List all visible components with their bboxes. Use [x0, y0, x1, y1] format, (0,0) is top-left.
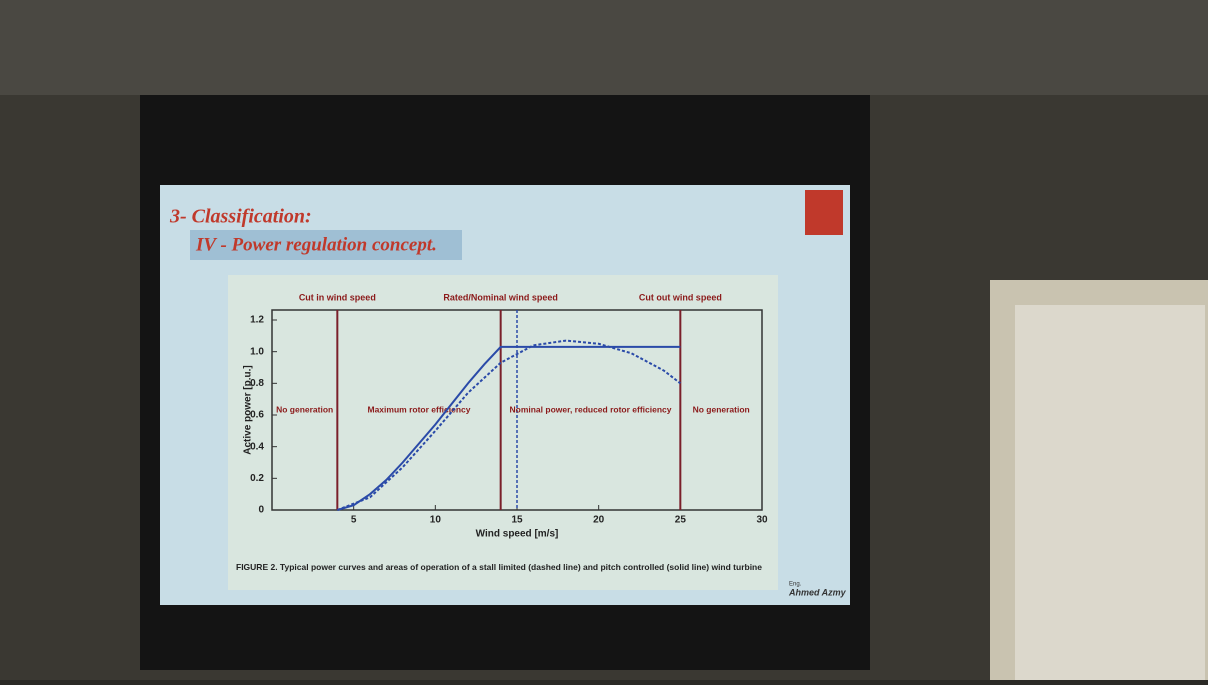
caption-box: FIGURE 2. Typical power curves and areas… — [236, 562, 762, 572]
region-label: Nominal power, reduced rotor efficiency — [509, 404, 671, 414]
x-tick-label: 20 — [593, 515, 605, 526]
y-tick-label: 0.2 — [250, 473, 264, 484]
power-curve — [336, 339, 681, 511]
x-tick-label: 10 — [430, 515, 442, 526]
figure-panel — [228, 275, 778, 590]
signature-prefix: Eng. — [789, 582, 802, 588]
y-tick-label: 1.0 — [250, 346, 264, 357]
slide-heading: 3- Classification: — [169, 206, 312, 228]
ceiling — [0, 0, 1208, 95]
x-tick-label: 30 — [756, 515, 768, 526]
boundary-label: Rated/Nominal wind speed — [443, 292, 558, 302]
region-label: Maximum rotor efficiency — [368, 404, 471, 414]
slide-subheading: IV - Power regulation concept. — [195, 234, 437, 255]
y-tick-label: 0 — [258, 505, 264, 516]
x-tick-label: 5 — [351, 515, 357, 526]
signature: Ahmed Azmy — [788, 587, 847, 597]
region-label: No generation — [693, 404, 750, 414]
subheading-band — [190, 230, 462, 260]
y-tick-label: 1.2 — [250, 315, 264, 326]
y-tick-label: 0.4 — [250, 441, 264, 452]
y-tick-label: 0.8 — [250, 378, 264, 389]
x-tick-label: 25 — [675, 515, 687, 526]
boundary-label: Cut out wind speed — [639, 292, 722, 302]
y-tick-label: 0.6 — [250, 410, 264, 421]
figure-caption: FIGURE 2. Typical power curves and areas… — [236, 562, 762, 572]
region-label: No generation — [276, 404, 333, 414]
x-tick-label: 15 — [511, 515, 523, 526]
door — [1015, 305, 1205, 680]
boundary-label: Cut in wind speed — [299, 292, 376, 302]
x-axis-label: Wind speed [m/s] — [476, 529, 559, 540]
logo — [805, 190, 843, 235]
power-curve — [337, 345, 681, 511]
y-axis-label: Active power [p.u.] — [243, 365, 254, 454]
